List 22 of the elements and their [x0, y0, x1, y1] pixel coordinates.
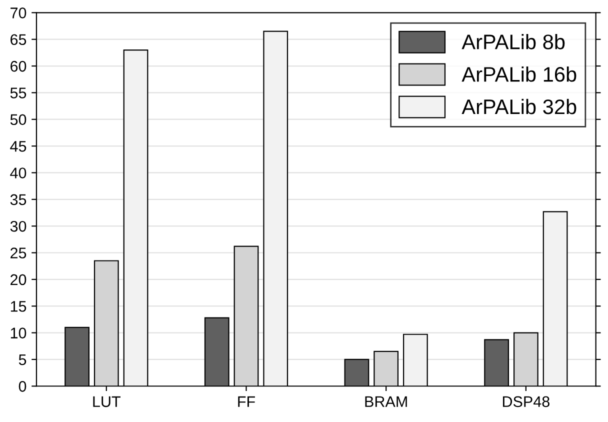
x-tick-label: LUT — [93, 396, 120, 408]
y-tick-label: 50 — [10, 114, 26, 126]
y-tick-label: 35 — [10, 194, 26, 206]
y-tick-label: 40 — [10, 168, 26, 178]
x-tick-label: FF — [238, 396, 255, 407]
y-tick-label: 65 — [10, 34, 26, 46]
y-tick-label: 45 — [10, 141, 26, 152]
y-tick-label: 10 — [10, 328, 26, 338]
y-tick-label: 15 — [10, 301, 26, 312]
y-tick-label: 70 — [10, 8, 26, 18]
legend-label: ArPALib 16b — [462, 66, 576, 82]
x-tick-label: BRAM — [365, 396, 407, 407]
y-tick-label: 60 — [10, 60, 26, 72]
y-tick-label: 5 — [18, 354, 26, 366]
legend-label: ArPALib 8b — [462, 34, 565, 50]
x-tick-label: DSP48 — [502, 396, 550, 408]
y-tick-label: 25 — [10, 248, 26, 258]
y-tick-label: 0 — [18, 381, 26, 392]
legend-label: ArPALib 32b — [462, 98, 576, 114]
y-tick-label: 20 — [10, 274, 26, 286]
y-tick-label: 55 — [10, 88, 26, 98]
y-tick-label: 30 — [10, 220, 26, 232]
